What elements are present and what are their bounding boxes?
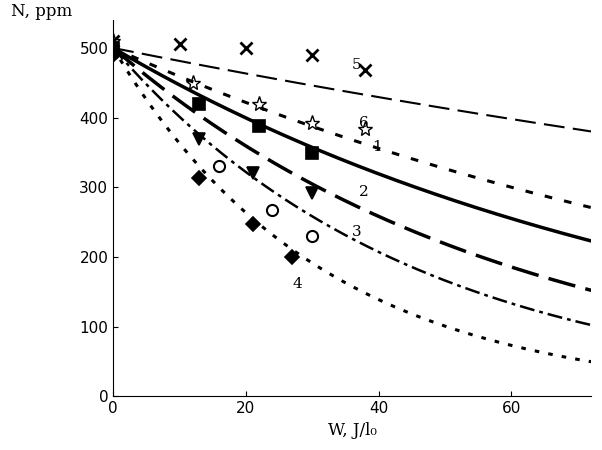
Text: 6: 6	[359, 116, 368, 130]
Text: 2: 2	[359, 185, 368, 199]
Text: 1: 1	[372, 140, 382, 154]
Text: 4: 4	[293, 277, 302, 291]
Text: 5: 5	[352, 58, 362, 72]
Text: 3: 3	[352, 225, 362, 239]
X-axis label: W, J/l₀: W, J/l₀	[327, 422, 376, 439]
Y-axis label: N, ppm: N, ppm	[11, 3, 72, 20]
